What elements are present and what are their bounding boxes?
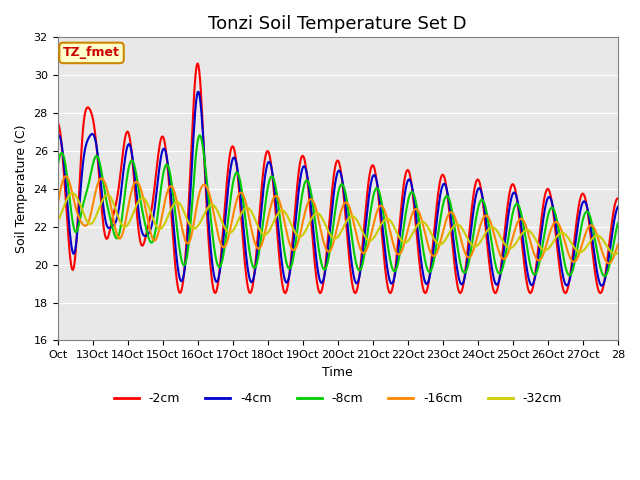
-8cm — [396, 249, 404, 254]
-32cm — [68, 190, 76, 196]
Line: -4cm: -4cm — [58, 92, 618, 286]
Line: -2cm: -2cm — [58, 63, 618, 293]
-4cm — [614, 204, 621, 210]
-16cm — [54, 203, 61, 208]
-8cm — [120, 204, 127, 210]
-16cm — [272, 193, 280, 199]
-4cm — [195, 89, 202, 95]
-32cm — [223, 228, 231, 234]
Legend: -2cm, -4cm, -8cm, -16cm, -32cm: -2cm, -4cm, -8cm, -16cm, -32cm — [109, 387, 567, 410]
-4cm — [223, 197, 231, 203]
-32cm — [428, 231, 435, 237]
-16cm — [396, 251, 404, 256]
-8cm — [196, 132, 204, 138]
-32cm — [396, 236, 404, 241]
-32cm — [54, 218, 61, 224]
-2cm — [223, 177, 231, 183]
-8cm — [601, 273, 609, 279]
-2cm — [120, 147, 127, 153]
-2cm — [396, 215, 404, 221]
-32cm — [120, 224, 128, 229]
-4cm — [396, 230, 404, 236]
Line: -32cm: -32cm — [58, 193, 618, 254]
-4cm — [251, 269, 259, 275]
-32cm — [611, 251, 619, 257]
Text: TZ_fmet: TZ_fmet — [63, 47, 120, 60]
-8cm — [251, 265, 259, 271]
-8cm — [223, 225, 231, 231]
-2cm — [596, 290, 604, 296]
-16cm — [61, 173, 69, 179]
Line: -16cm: -16cm — [58, 176, 618, 264]
-2cm — [54, 120, 61, 125]
-16cm — [605, 261, 613, 266]
-32cm — [272, 214, 280, 220]
-4cm — [54, 135, 61, 141]
-4cm — [120, 170, 127, 176]
-8cm — [614, 220, 621, 226]
-2cm — [614, 195, 621, 201]
Title: Tonzi Soil Temperature Set D: Tonzi Soil Temperature Set D — [209, 15, 467, 33]
-2cm — [194, 60, 202, 66]
-2cm — [251, 267, 259, 273]
-32cm — [614, 250, 621, 256]
-2cm — [272, 214, 280, 220]
-4cm — [598, 283, 605, 288]
-32cm — [251, 216, 259, 221]
-16cm — [251, 240, 259, 245]
-4cm — [428, 263, 435, 268]
-16cm — [120, 226, 128, 231]
-8cm — [272, 186, 280, 192]
Line: -8cm: -8cm — [58, 135, 618, 276]
X-axis label: Time: Time — [323, 366, 353, 379]
-16cm — [223, 239, 231, 245]
-2cm — [428, 255, 435, 261]
-8cm — [54, 165, 61, 170]
-4cm — [272, 200, 280, 206]
-16cm — [614, 241, 621, 247]
Y-axis label: Soil Temperature (C): Soil Temperature (C) — [15, 125, 28, 253]
-8cm — [428, 266, 435, 272]
-16cm — [428, 252, 435, 257]
